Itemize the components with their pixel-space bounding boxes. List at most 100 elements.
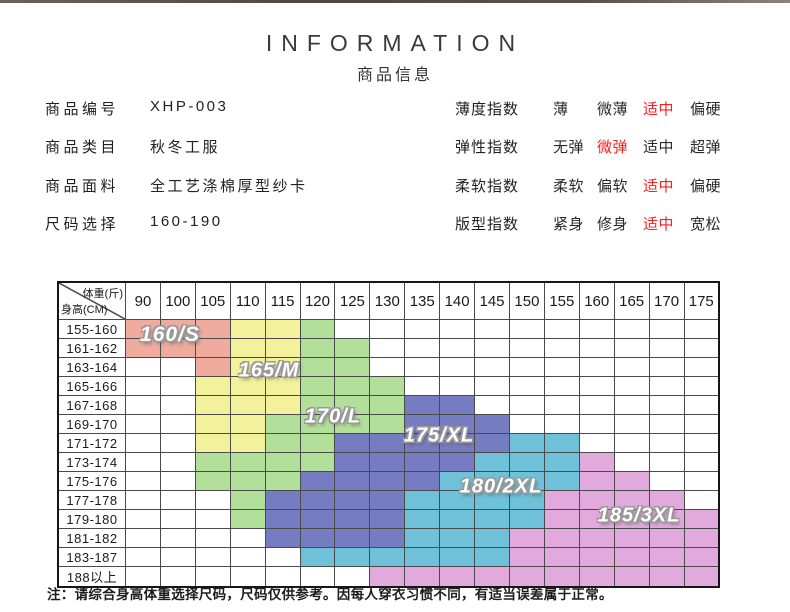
size-cell-2xl: [474, 452, 510, 472]
size-cell-2xl: [474, 547, 510, 567]
height-row-header: 155-160: [57, 319, 126, 339]
table-row: 169-170: [57, 414, 720, 434]
table-row: 163-164: [57, 357, 720, 377]
size-cell-empty: [683, 452, 720, 472]
size-cell-empty: [264, 566, 301, 588]
size-cell-l: [229, 452, 266, 472]
size-cell-l: [264, 414, 301, 434]
table-row: 177-178: [57, 490, 720, 510]
size-cell-empty: [264, 547, 301, 567]
size-cell-empty: [613, 395, 650, 415]
size-cell-2xl: [543, 452, 580, 472]
index-option: 柔软: [553, 178, 585, 195]
size-cell-xl: [334, 528, 371, 548]
size-region-label: 165/M: [238, 359, 300, 382]
size-cell-2xl: [508, 471, 545, 491]
size-cell-xl: [404, 395, 441, 415]
size-cell-xl: [334, 471, 371, 491]
size-cell-empty: [334, 319, 371, 339]
size-cell-2xl: [439, 509, 476, 529]
size-cell-empty: [125, 452, 161, 472]
size-cell-3xl: [508, 547, 545, 567]
size-cell-empty: [229, 528, 266, 548]
table-row: 183-187: [57, 547, 720, 567]
size-cell-empty: [159, 566, 196, 588]
size-cell-empty: [613, 414, 650, 434]
index-option: 适中: [643, 139, 675, 156]
size-cell-xl: [404, 452, 441, 472]
size-cell-s: [194, 357, 231, 377]
size-cell-xl: [369, 452, 406, 472]
size-cell-xl: [439, 433, 476, 453]
size-cell-empty: [578, 433, 615, 453]
weight-column-header: 165: [613, 281, 650, 320]
size-cell-empty: [543, 376, 580, 396]
size-cell-empty: [159, 490, 196, 510]
size-cell-l: [299, 433, 336, 453]
size-cell-empty: [125, 528, 161, 548]
field-value: 秋冬工服: [150, 139, 221, 156]
table-row: 181-182: [57, 528, 720, 548]
size-cell-xl: [299, 528, 336, 548]
index-option: 偏硬: [690, 101, 722, 118]
size-region-label: 170/L: [304, 405, 362, 428]
size-cell-empty: [334, 566, 371, 588]
size-cell-empty: [508, 357, 545, 377]
index-option-selected: 微弹: [597, 139, 629, 156]
field-value: 160-190: [150, 213, 223, 230]
index-option-selected: 适中: [643, 101, 675, 118]
size-cell-empty: [578, 319, 615, 339]
weight-column-header: 115: [264, 281, 301, 320]
size-cell-empty: [683, 319, 720, 339]
top-divider: [0, 0, 790, 3]
height-row-header: 177-178: [57, 490, 126, 510]
table-row: 167-168: [57, 395, 720, 415]
corner-weight-label: 体重(斤): [82, 288, 123, 300]
size-cell-3xl: [613, 528, 650, 548]
size-chart-table: 体重(斤) 身高(CM) 90 100 105 110 115 120 125 130 135 140…: [57, 281, 720, 588]
field-label: 尺码选择: [45, 216, 120, 233]
size-cell-empty: [159, 509, 196, 529]
size-cell-xl: [264, 509, 301, 529]
size-region-label: 180/2XL: [459, 475, 543, 498]
size-cell-m: [264, 338, 301, 358]
size-cell-empty: [194, 490, 231, 510]
size-cell-xl: [299, 471, 336, 491]
index-option-selected: 适中: [643, 216, 675, 233]
size-cell-empty: [474, 338, 510, 358]
size-cell-empty: [613, 433, 650, 453]
size-cell-xl: [299, 490, 336, 510]
size-cell-l: [194, 452, 231, 472]
size-cell-empty: [159, 433, 196, 453]
height-row-header: 167-168: [57, 395, 126, 415]
size-cell-empty: [159, 357, 196, 377]
size-cell-empty: [543, 357, 580, 377]
weight-column-header: 175: [683, 281, 720, 320]
size-cell-xl: [404, 471, 441, 491]
size-cell-3xl: [613, 566, 650, 588]
size-cell-3xl: [474, 566, 510, 588]
size-cell-empty: [369, 319, 406, 339]
size-cell-empty: [683, 376, 720, 396]
size-cell-empty: [404, 338, 441, 358]
weight-column-header: 100: [159, 281, 196, 320]
size-cell-s: [159, 338, 196, 358]
size-cell-l: [299, 338, 336, 358]
size-cell-s: [125, 319, 161, 339]
height-row-header: 173-174: [57, 452, 126, 472]
size-cell-l: [334, 357, 371, 377]
size-cell-l: [229, 471, 266, 491]
size-cell-l: [369, 414, 406, 434]
size-cell-empty: [648, 414, 685, 434]
size-cell-l: [369, 376, 406, 396]
size-cell-xl: [439, 395, 476, 415]
index-label: 柔软指数: [455, 178, 520, 195]
weight-column-header: 170: [648, 281, 685, 320]
table-row: 165-166: [57, 376, 720, 396]
size-cell-empty: [439, 357, 476, 377]
size-cell-empty: [474, 376, 510, 396]
size-cell-l: [299, 319, 336, 339]
size-cell-empty: [578, 376, 615, 396]
size-cell-3xl: [404, 566, 441, 588]
size-cell-l: [334, 414, 371, 434]
